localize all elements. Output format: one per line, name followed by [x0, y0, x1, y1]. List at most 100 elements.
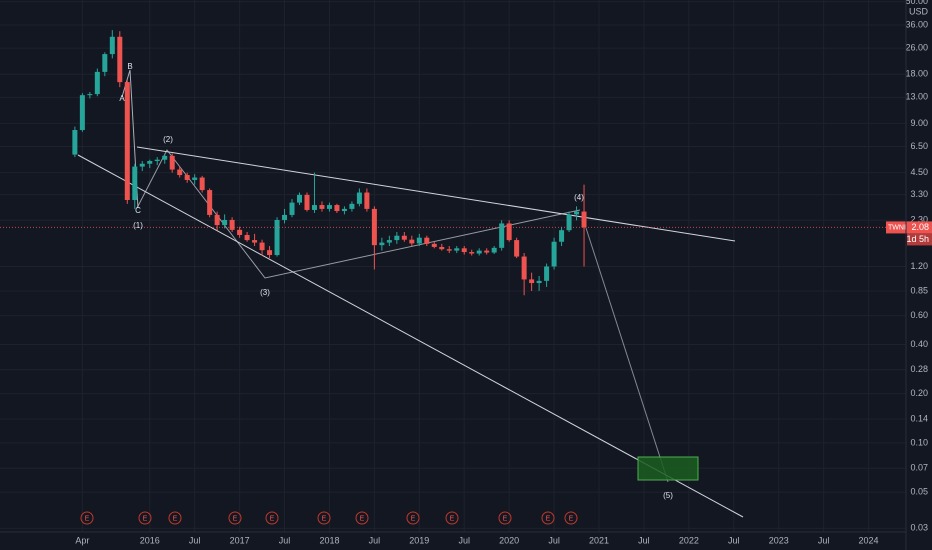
x-tick-label: 2018: [319, 535, 339, 545]
event-label: E: [143, 515, 148, 522]
candle-body: [326, 205, 332, 209]
y-tick-label: 26.00: [905, 42, 928, 52]
candle-body: [311, 205, 317, 210]
candle-body: [401, 235, 407, 240]
candle-body: [506, 223, 512, 241]
x-tick-label: Jul: [189, 535, 201, 545]
wave-path: [585, 227, 669, 483]
candle-body: [386, 240, 392, 243]
candle-body: [446, 249, 452, 251]
y-tick-label: 0.28: [910, 364, 928, 374]
candle-body: [79, 95, 85, 131]
trend-line: [136, 146, 736, 242]
candle-body: [102, 54, 108, 72]
wave-label: (3): [260, 288, 270, 297]
countdown: 1d 5h: [906, 234, 929, 244]
x-tick-label: Jul: [548, 535, 560, 545]
candle-body: [162, 155, 168, 160]
x-tick-label: 2017: [230, 535, 250, 545]
event-marker: [265, 511, 279, 525]
event-label: E: [503, 515, 508, 522]
event-label: E: [360, 515, 365, 522]
price-tag-value: 2.08: [911, 222, 929, 232]
candle-body: [461, 248, 467, 253]
event-marker: [80, 511, 94, 525]
wave-label: B: [127, 62, 132, 71]
y-tick-label: 0.07: [910, 463, 928, 473]
x-tick-label: Jul: [369, 535, 381, 545]
x-tick-label: 2020: [499, 535, 519, 545]
candle-body: [356, 192, 362, 204]
countdown-tag: [907, 233, 932, 246]
candle-body: [154, 159, 160, 162]
candle-body: [379, 242, 385, 246]
candle-body: [416, 237, 422, 244]
candle-body: [581, 211, 587, 228]
price-tag: [886, 221, 932, 234]
candle-body: [484, 250, 490, 253]
event-marker: [228, 511, 242, 525]
candle-body: [94, 71, 100, 95]
candle-body: [132, 166, 138, 201]
y-tick-label: 0.14: [910, 413, 928, 423]
candle-body: [574, 211, 580, 215]
event-label: E: [270, 515, 275, 522]
event-label: E: [173, 515, 178, 522]
candle-body: [499, 223, 505, 248]
candle-body: [199, 177, 205, 191]
candle-body: [297, 194, 303, 203]
y-tick-label: 3.30: [910, 189, 928, 199]
candle-body: [544, 266, 550, 281]
candle-body: [349, 203, 355, 209]
drawings: [77, 69, 744, 518]
y-tick-label: 36.00: [905, 19, 928, 29]
candle-body: [491, 247, 497, 253]
candle-body: [259, 242, 265, 251]
x-tick-label: Jul: [279, 535, 291, 545]
x-tick-label: Apr: [75, 535, 89, 545]
y-tick-label: 0.60: [910, 310, 928, 320]
candle-body: [274, 219, 280, 256]
event-marker: [498, 511, 512, 525]
candle-body: [282, 214, 288, 220]
x-tick-label: Jul: [638, 535, 650, 545]
event-marker: [406, 511, 420, 525]
event-marker: [355, 511, 369, 525]
event-marker: [168, 511, 182, 525]
candle-body: [237, 229, 243, 235]
candle-body: [319, 205, 325, 209]
target-zone: [637, 456, 699, 481]
wave-path: [136, 149, 581, 279]
trend-line: [77, 154, 744, 518]
event-marker: [138, 511, 152, 525]
candle-body: [222, 219, 228, 226]
candle-body: [229, 219, 235, 230]
candle-body: [177, 169, 183, 176]
event-marker: [564, 511, 578, 525]
event-marker: [445, 511, 459, 525]
grid: [0, 0, 906, 532]
candle-body: [341, 208, 347, 212]
candle-body: [409, 239, 415, 244]
candle-body: [559, 230, 565, 242]
x-tick-label: 2016: [140, 535, 160, 545]
x-tick-label: 2024: [859, 535, 879, 545]
candle-body: [469, 252, 475, 254]
x-tick-label: Jul: [728, 535, 740, 545]
x-tick-label: 2019: [409, 535, 429, 545]
candle-body: [184, 175, 190, 180]
event-marker: [541, 511, 555, 525]
candle-body: [117, 36, 123, 83]
wave-label: (1): [133, 221, 143, 230]
candles: [0, 30, 906, 296]
candle-body: [124, 82, 130, 201]
x-tick-label: Jul: [818, 535, 830, 545]
event-marker: [317, 511, 331, 525]
event-label: E: [411, 515, 416, 522]
y-tick-label: 2.30: [910, 215, 928, 225]
y-tick-label: 13.00: [905, 92, 928, 102]
event-label: E: [546, 515, 551, 522]
